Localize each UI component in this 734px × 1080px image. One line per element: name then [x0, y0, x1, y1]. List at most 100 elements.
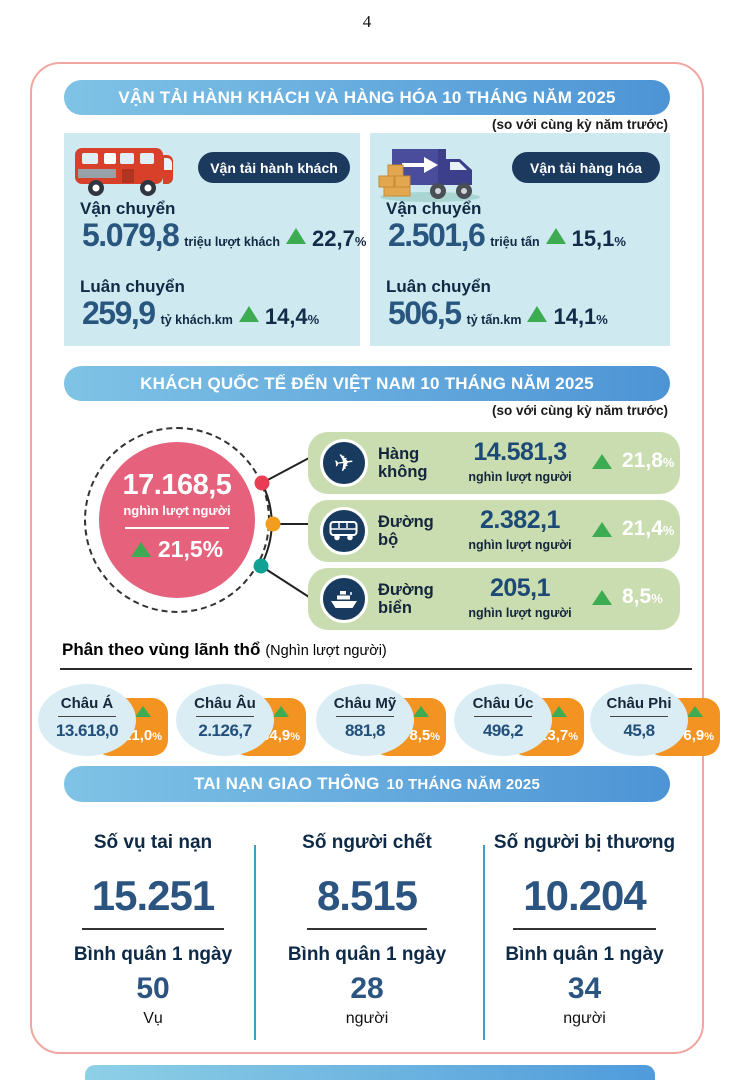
section3-title-suffix: 10 THÁNG NĂM 2025 [386, 775, 540, 793]
total-change: 21,5% [157, 536, 224, 562]
percent-sign: % [596, 312, 608, 327]
percent-sign: % [568, 731, 578, 743]
metric-unit: tỷ khách.km [160, 313, 233, 327]
avg-value: 50 [136, 972, 170, 1005]
mode-label: Đường [378, 581, 434, 599]
passenger-panel: Vận tải hành khách Vận chuyển 5.079,8 tr… [64, 133, 366, 346]
divider-line [474, 716, 532, 717]
stat-value: 15.251 [81, 872, 225, 930]
mode-pill-road: Đường bộ 2.382,1 nghìn lượt người 21,4% [308, 500, 680, 562]
stat-label: Số người bị thương [493, 832, 676, 853]
avg-unit: người [345, 1010, 389, 1027]
metric-change: 14,1 [553, 304, 597, 329]
plane-icon: ✈ [320, 439, 368, 487]
mode-unit: nghìn lượt người [468, 470, 572, 484]
section1-header: VẬN TẢI HÀNH KHÁCH VÀ HÀNG HÓA 10 THÁNG … [64, 80, 670, 115]
mode-value: 14.581,3 [473, 438, 567, 466]
next-section-header-cutoff [85, 1065, 655, 1080]
total-value: 17.168,5 [122, 469, 232, 501]
regions-heading-text: Phân theo vùng lãnh thổ [62, 640, 261, 659]
injuries-column: Số người bị thương 10.204 Bình quân 1 ng… [487, 832, 682, 1028]
column-divider [254, 845, 256, 1040]
up-triangle-icon [130, 542, 151, 557]
regions-unit-text: (Nghìn lượt người) [265, 643, 387, 659]
metric-value: 259,9 [82, 295, 156, 331]
region-name: Châu Âu [194, 695, 256, 712]
section2-title: KHÁCH QUỐC TẾ ĐẾN VIỆT NAM 10 THÁNG NĂM … [140, 373, 594, 393]
region-value: 881,8 [344, 721, 386, 740]
region-item: 34,9% Châu Âu 2.126,7 [176, 684, 310, 762]
divider-line [125, 527, 229, 529]
region-value: 45,8 [623, 721, 655, 740]
metric-value: 506,5 [388, 295, 462, 331]
mode-unit: nghìn lượt người [468, 538, 572, 552]
divider-line [196, 716, 254, 717]
mode-change: 21,4 [622, 517, 663, 540]
metric-unit: triệu tấn [490, 235, 540, 249]
connector-lines [253, 457, 310, 598]
regions-underline [60, 668, 692, 670]
up-triangle-icon [527, 306, 548, 322]
up-triangle-icon [545, 228, 566, 244]
section2-header: KHÁCH QUỐC TẾ ĐẾN VIỆT NAM 10 THÁNG NĂM … [64, 366, 670, 401]
total-visitors-circle: 17.168,5 nghìn lượt người 21,5% [99, 442, 255, 598]
mode-unit: nghìn lượt người [468, 606, 572, 620]
mode-change: 8,5 [622, 585, 652, 608]
divider-line [610, 716, 668, 717]
mode-pill-sea: Đường biển 205,1 nghìn lượt người 8,5% [308, 568, 680, 630]
region-name: Châu Phi [606, 695, 672, 712]
ship-icon [320, 575, 368, 623]
up-triangle-icon [551, 706, 567, 717]
section1-subtitle: (so với cùng kỳ năm trước) [491, 117, 668, 132]
avg-label: Bình quân 1 ngày [505, 944, 664, 965]
freight-panel: Vận tải hàng hóa Vận chuyển 2.501,6 triệ… [370, 133, 670, 346]
percent-sign: % [152, 731, 162, 743]
region-bubble: Châu Âu 2.126,7 [176, 684, 274, 756]
region-bubble: Châu Úc 496,2 [454, 684, 552, 756]
deaths-column: Số người chết 8.515 Bình quân 1 ngày 28 … [272, 832, 462, 1028]
section3-title: TAI NẠN GIAO THÔNG [193, 774, 380, 793]
metric-label: Vận chuyển [80, 199, 176, 218]
metric-change: 22,7 [312, 226, 355, 251]
mode-label: không [378, 463, 428, 482]
mode-value: 205,1 [489, 574, 551, 602]
region-name: Châu Á [60, 695, 114, 712]
metric-row: 2.501,6 triệu tấn 15,1% [388, 217, 626, 254]
accidents-column: Số vụ tai nạn 15.251 Bình quân 1 ngày 50… [58, 832, 248, 1028]
up-triangle-icon [273, 706, 289, 717]
up-triangle-icon [592, 590, 612, 605]
section3-header: TAI NẠN GIAO THÔNG 10 THÁNG NĂM 2025 [64, 766, 670, 802]
up-triangle-icon [238, 306, 259, 322]
region-bubble: Châu Mỹ 881,8 [316, 684, 414, 756]
metric-unit: tỷ tấn.km [466, 313, 522, 327]
mode-change: 21,8 [622, 449, 663, 472]
mode-value: 2.382,1 [480, 506, 560, 534]
page-number: 4 [362, 12, 372, 31]
section1-title: VẬN TẢI HÀNH KHÁCH VÀ HÀNG HÓA 10 THÁNG … [118, 87, 616, 107]
mode-pill-air: ✈ Hàng không 14.581,3 nghìn lượt người 2… [308, 432, 680, 494]
avg-label: Bình quân 1 ngày [287, 944, 447, 965]
regions-heading: Phân theo vùng lãnh thổ (Nghìn lượt người… [62, 640, 387, 660]
region-value: 13.618,0 [55, 721, 119, 740]
passenger-badge: Vận tải hành khách [198, 152, 350, 183]
metric-row: 506,5 tỷ tấn.km 14,1% [388, 295, 608, 332]
stat-value: 10.204 [513, 872, 656, 930]
percent-sign: % [662, 455, 675, 470]
avg-unit: Vụ [143, 1010, 163, 1027]
percent-sign: % [704, 731, 714, 743]
percent-sign: % [354, 234, 367, 249]
avg-value: 28 [350, 972, 384, 1005]
bus-icon [75, 148, 173, 196]
minibus-icon [320, 507, 368, 555]
region-name: Châu Úc [472, 695, 534, 712]
divider-line [58, 716, 116, 717]
up-triangle-icon [592, 454, 612, 469]
percent-sign: % [662, 523, 675, 538]
up-triangle-icon [135, 706, 151, 717]
mode-label: Hàng [378, 445, 420, 463]
total-unit: nghìn lượt người [123, 503, 231, 518]
region-change: 6,9 [683, 727, 705, 744]
percent-sign: % [430, 731, 440, 743]
region-item: 8,5% Châu Mỹ 881,8 [316, 684, 450, 762]
